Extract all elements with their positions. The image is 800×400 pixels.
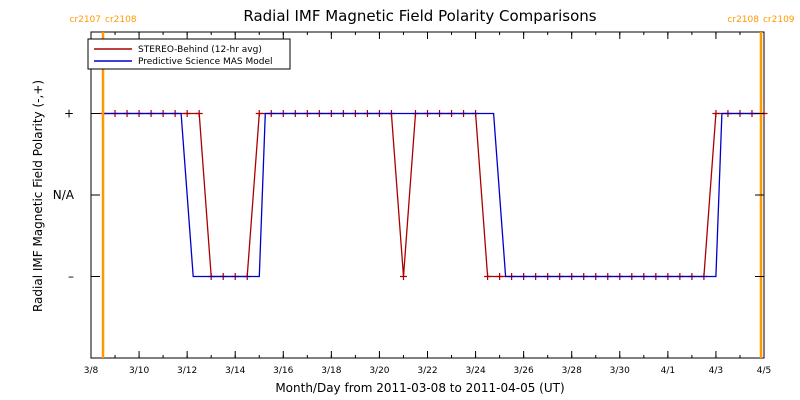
x-tick-label: 3/12 — [177, 366, 197, 376]
data-point-marker — [255, 110, 263, 117]
x-tick-label: 4/1 — [661, 366, 675, 376]
data-point-marker — [399, 273, 407, 280]
data-point-marker — [496, 273, 504, 280]
series-line-mas-model — [103, 112, 764, 278]
x-tick-label: 4/5 — [757, 366, 771, 376]
x-axis-label: Month/Day from 2011-03-08 to 2011-04-05 … — [275, 381, 564, 395]
rotation-label-before: cr2107 — [69, 15, 101, 25]
x-tick-label: 3/16 — [273, 366, 293, 376]
legend-label-stereo: STEREO-Behind (12-hr avg) — [138, 45, 262, 55]
y-tick-label: – — [68, 270, 74, 284]
x-tick-label: 3/20 — [369, 366, 389, 376]
chart-title: Radial IMF Magnetic Field Polarity Compa… — [243, 7, 596, 25]
rotation-label-after: cr2108 — [105, 15, 137, 25]
series-group — [99, 110, 768, 280]
x-tick-label: 3/22 — [417, 366, 437, 376]
x-tick-label: 3/26 — [514, 366, 534, 376]
data-point-marker — [712, 110, 720, 117]
x-tick-label: 3/14 — [225, 366, 245, 376]
data-point-marker — [195, 110, 203, 117]
data-point-marker — [484, 273, 492, 280]
x-tick-label: 3/24 — [465, 366, 485, 376]
plot-frame — [90, 31, 765, 359]
plot-frame-group — [90, 31, 765, 359]
rotation-label-before: cr2108 — [727, 15, 759, 25]
tick-group: 3/8 3/10 3/12 3/14 3/16 3/18 3/20 3/22 3/24 3/26 3… — [53, 32, 771, 376]
x-tick-label: 3/10 — [129, 366, 149, 376]
x-tick-label: 3/30 — [610, 366, 630, 376]
rotation-label-after: cr2109 — [763, 15, 795, 25]
legend: STEREO-Behind (12-hr avg) Predictive Sci… — [87, 38, 291, 70]
x-tick-label: 3/28 — [562, 366, 582, 376]
y-axis-label: Radial IMF Magnetic Field Polarity (-,+) — [31, 80, 45, 312]
x-tick-label: 4/3 — [709, 366, 723, 376]
y-tick-label: N/A — [53, 188, 75, 202]
y-tick-label: + — [64, 107, 74, 121]
legend-box — [87, 38, 291, 70]
x-tick-label: 3/18 — [321, 366, 341, 376]
x-tick-label: 3/8 — [84, 366, 99, 376]
data-point-marker — [183, 110, 191, 117]
legend-label-mas-model: Predictive Science MAS Model — [138, 57, 273, 67]
series-line-stereo — [103, 112, 764, 278]
